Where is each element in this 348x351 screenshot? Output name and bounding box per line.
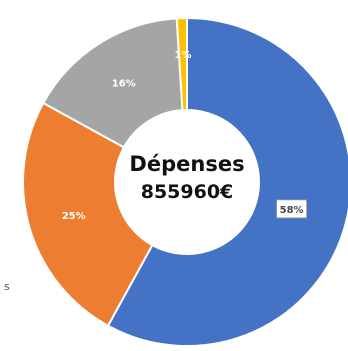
slice-label-box-1 bbox=[276, 199, 308, 219]
slice-labels: 58% 25% 16% 1% bbox=[62, 50, 308, 222]
stray-label: s bbox=[4, 280, 10, 293]
donut-slices bbox=[22, 16, 348, 347]
center-title: Dépenses bbox=[129, 152, 244, 176]
slice-label-1: 58% bbox=[280, 205, 304, 216]
slice-label-2: 25% bbox=[62, 211, 86, 222]
slice-label-4: 1% bbox=[174, 50, 191, 61]
center-value: 855960€ bbox=[141, 181, 234, 203]
slice-label-3: 16% bbox=[112, 78, 136, 89]
donut-hole bbox=[115, 110, 259, 254]
